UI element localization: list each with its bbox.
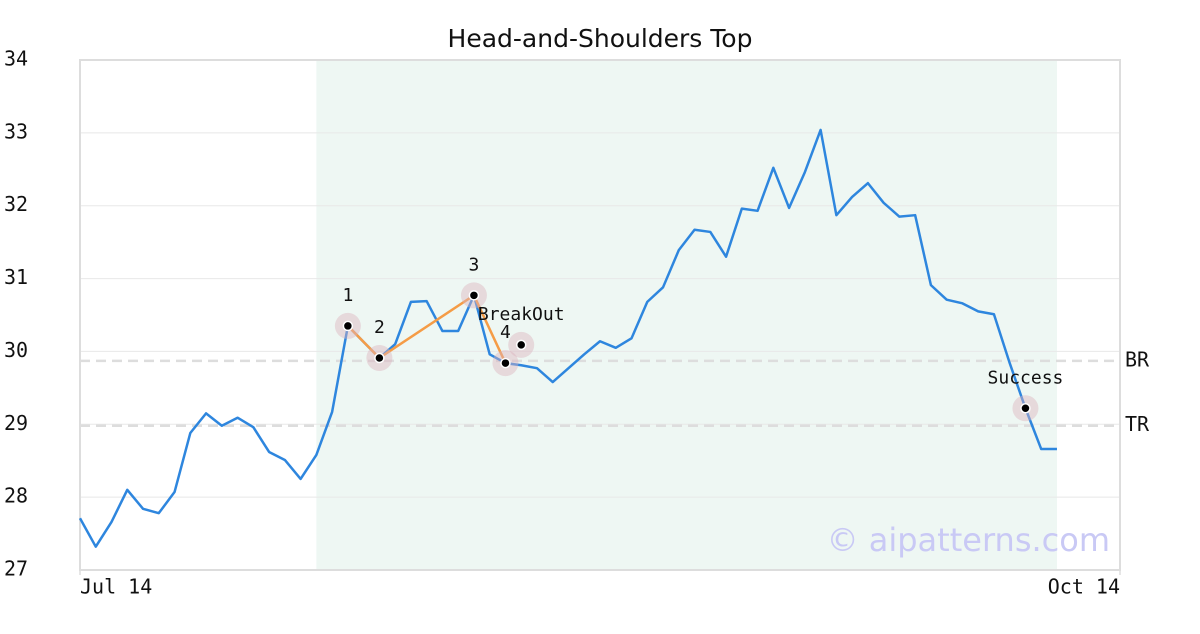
marker-label: 2 (374, 317, 385, 338)
y-tick-label: 29 (4, 411, 28, 435)
marker-dot (374, 352, 385, 364)
x-tick-label: Oct 14 (1048, 575, 1120, 599)
y-tick-label: 32 (4, 192, 28, 216)
y-tick-label: 27 (4, 557, 28, 581)
marker-label: BreakOut (478, 304, 565, 325)
watermark: © aipatterns.com (827, 521, 1110, 559)
chart-title: Head-and-Shoulders Top (448, 24, 753, 53)
marker-label: 3 (469, 254, 480, 275)
pattern-line (346, 293, 507, 364)
marker-label: 1 (342, 285, 353, 306)
y-tick-label: 33 (4, 119, 28, 143)
marker-dot (342, 320, 354, 332)
marker-dot (468, 290, 480, 301)
marker-label: 4 (500, 322, 511, 343)
y-tick-label: 34 (4, 47, 28, 71)
pattern-region (316, 60, 1057, 570)
price-line (78, 128, 1057, 548)
marker-dot (1020, 403, 1031, 414)
level-label: BR (1125, 347, 1150, 371)
marker-label: Success (988, 367, 1064, 388)
y-tick-label: 28 (4, 484, 28, 508)
y-tick-label: 31 (4, 265, 28, 289)
marker-dot (515, 339, 527, 351)
y-tick-label: 30 (4, 338, 28, 362)
x-tick-label: Jul 14 (80, 575, 152, 599)
plot-frame (79, 59, 1121, 571)
level-label: TR (1125, 412, 1150, 436)
marker-dot (500, 357, 511, 369)
